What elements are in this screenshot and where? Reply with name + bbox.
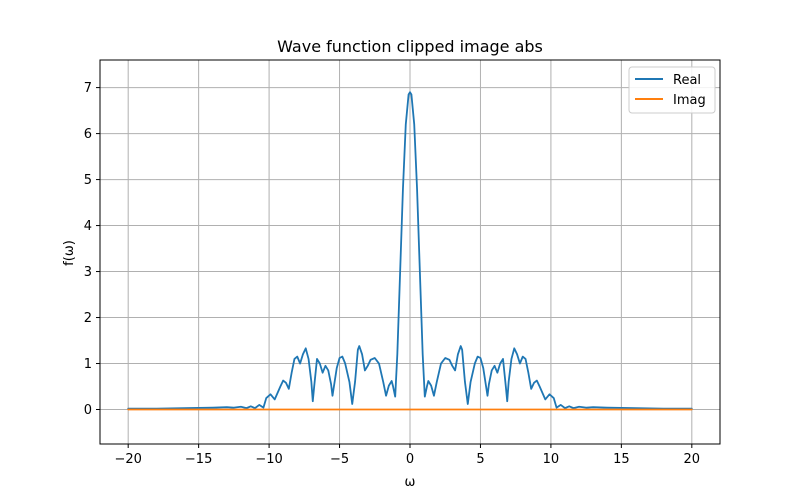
x-axis-ticks: −20 −15 −10 −5 0 5 10 15 20 [114, 444, 700, 467]
chart-title: Wave function clipped image abs [277, 37, 543, 56]
legend: Real Imag [628, 66, 716, 114]
legend-label-imag: Imag [673, 93, 706, 108]
y-axis-label: f(ω) [62, 240, 77, 266]
x-tick-label: 15 [613, 452, 630, 467]
y-tick-label: 0 [84, 403, 92, 418]
y-tick-label: 7 [84, 81, 92, 96]
y-tick-label: 1 [84, 357, 92, 372]
x-axis-label: ω [405, 475, 416, 490]
x-tick-label: −15 [185, 452, 212, 467]
series-lines [127, 91, 693, 411]
y-tick-label: 5 [84, 173, 92, 188]
x-tick-label: −20 [114, 452, 141, 467]
x-tick-label: 20 [684, 452, 701, 467]
legend-label-real: Real [673, 73, 701, 88]
x-tick-label: 0 [406, 452, 414, 467]
x-tick-label: 5 [476, 452, 484, 467]
x-tick-label: 10 [543, 452, 560, 467]
y-tick-label: 2 [84, 311, 92, 326]
x-tick-label: −10 [255, 452, 282, 467]
x-tick-label: −5 [330, 452, 349, 467]
y-tick-label: 6 [84, 127, 92, 142]
y-tick-label: 4 [84, 219, 92, 234]
series-line-real [127, 91, 693, 410]
y-tick-label: 3 [84, 265, 92, 280]
y-axis-ticks: 0 1 2 3 4 5 6 7 [84, 81, 100, 418]
